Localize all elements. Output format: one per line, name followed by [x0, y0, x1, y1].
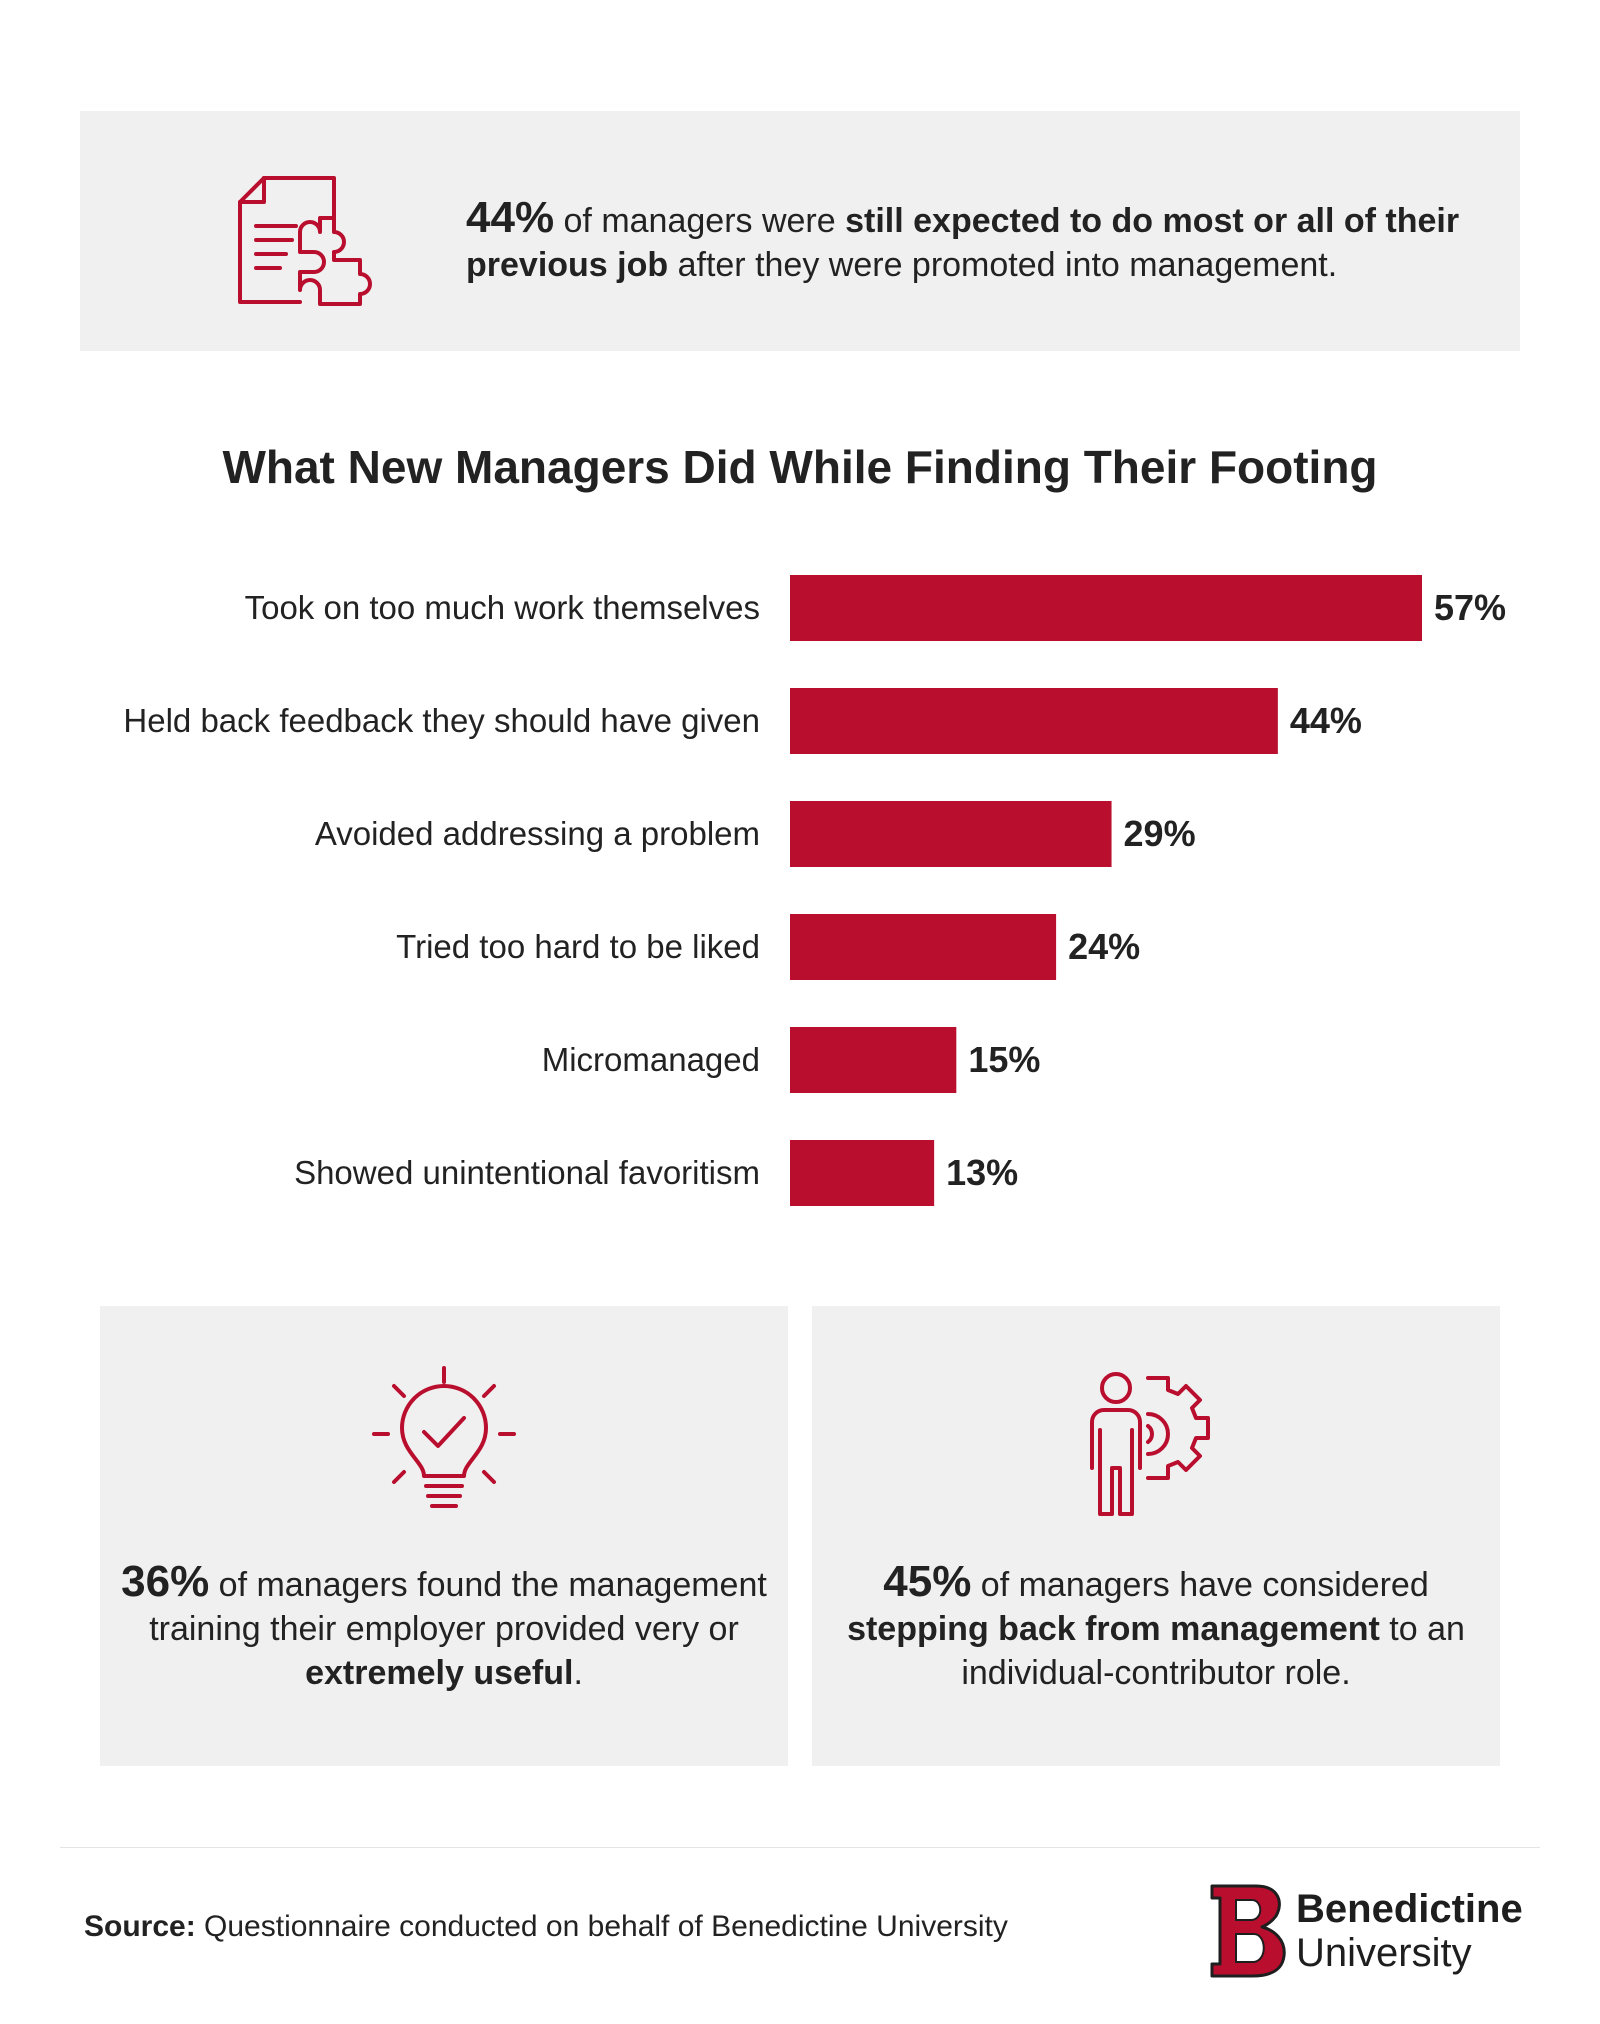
- category-label: Micromanaged: [542, 1041, 760, 1078]
- category-label: Held back feedback they should have give…: [123, 702, 760, 739]
- value-label: 44%: [1290, 700, 1362, 741]
- top-stat-text-1: of managers were: [554, 202, 846, 240]
- step-back-stat-card: [812, 1306, 1500, 1766]
- logo-name: Benedictine: [1296, 1887, 1523, 1931]
- step-back-stat-percent: 45%: [883, 1557, 972, 1606]
- benedictine-logo: Benedictine University: [1206, 1880, 1546, 1980]
- training-stat-text-1: of managers found the management trainin…: [149, 1566, 767, 1648]
- training-stat-percent: 36%: [121, 1557, 210, 1606]
- value-label: 24%: [1068, 926, 1140, 967]
- bar: [790, 914, 1057, 980]
- training-stat-bold: extremely useful: [305, 1654, 574, 1692]
- training-stat-text-2: .: [573, 1654, 583, 1692]
- bar: [790, 1140, 935, 1206]
- category-label: Showed unintentional favoritism: [294, 1154, 760, 1191]
- bar-chart: Took on too much work themselves 57% Held …: [123, 575, 1506, 1206]
- value-label: 57%: [1434, 587, 1506, 628]
- value-label: 29%: [1124, 813, 1196, 854]
- source-text: Questionnaire conducted on behalf of Ben…: [195, 1910, 1008, 1943]
- category-label: Avoided addressing a problem: [315, 815, 760, 852]
- benedictine-b-logo-icon: [1210, 1884, 1286, 1978]
- logo-subtitle: University: [1296, 1931, 1472, 1975]
- top-stat-text: 44% of managers were still expected to d…: [466, 196, 1506, 287]
- top-stat-bold: still expected to do most or all of thei…: [466, 202, 1460, 284]
- top-stat-percent: 44%: [466, 193, 555, 242]
- person-gear-icon: [1090, 1372, 1210, 1516]
- bar: [790, 575, 1422, 641]
- step-back-stat-text-1: of managers have considered: [971, 1566, 1429, 1604]
- source-label: Source:: [84, 1910, 196, 1943]
- training-stat-text: 36% of managers found the management tra…: [112, 1560, 776, 1695]
- category-label: Took on too much work themselves: [245, 589, 760, 626]
- footer-divider: [60, 1847, 1540, 1848]
- value-label: 15%: [968, 1039, 1040, 1080]
- bar: [790, 801, 1112, 867]
- step-back-stat-bold: stepping back from management: [847, 1610, 1380, 1648]
- category-label: Tried too hard to be liked: [396, 928, 760, 965]
- top-stat-text-2: after they were promoted into management…: [668, 246, 1338, 284]
- bar: [790, 688, 1278, 754]
- step-back-stat-text-2: to an individual-contributor role.: [961, 1610, 1465, 1692]
- bar: [790, 1027, 957, 1093]
- value-label: 13%: [946, 1152, 1018, 1193]
- chart-title: What New Managers Did While Finding Thei…: [222, 441, 1378, 493]
- lightbulb-check-icon: [372, 1366, 516, 1508]
- step-back-stat-text: 45% of managers have considered stepping…: [824, 1560, 1488, 1695]
- source-note: Source: Questionnaire conducted on behal…: [84, 1910, 1008, 1944]
- document-puzzle-icon: [238, 176, 372, 306]
